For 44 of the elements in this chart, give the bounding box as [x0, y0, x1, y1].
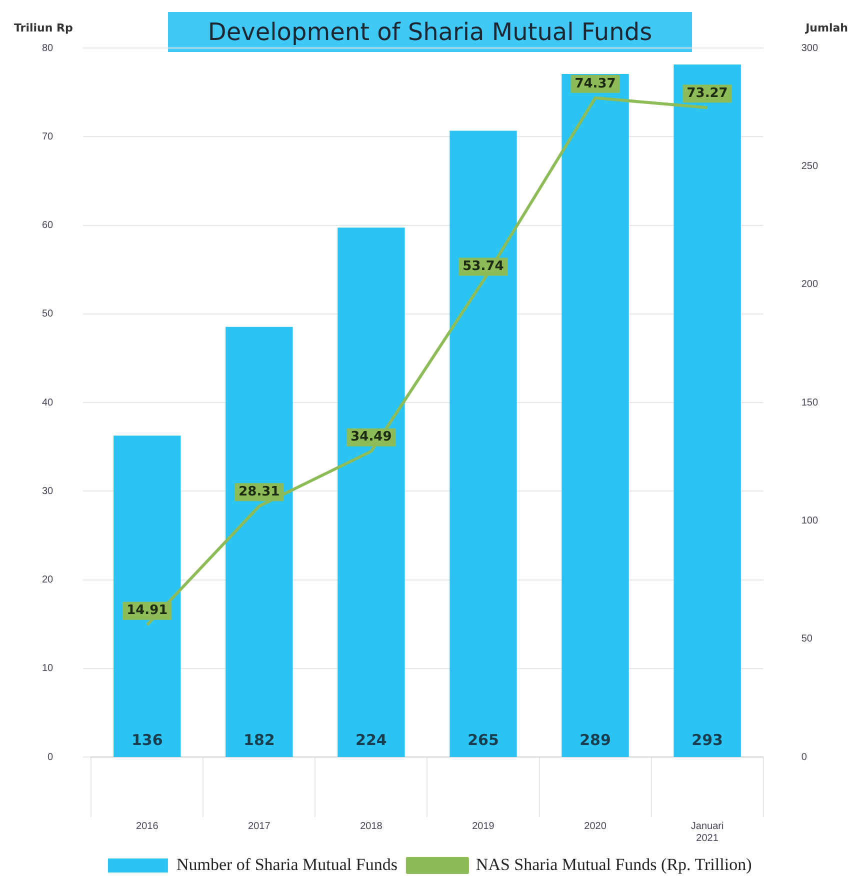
- y2-tick-label: 100: [801, 515, 818, 526]
- y-tick-label: 10: [42, 663, 54, 674]
- y2-tick-label: 0: [801, 752, 808, 763]
- y2-tick-label: 250: [801, 160, 818, 172]
- y-tick-label: 80: [42, 42, 54, 54]
- x-tick-label: 2018: [360, 820, 383, 832]
- x-tick-label: Januari 2021: [690, 820, 724, 844]
- y-tick-label: 0: [48, 752, 54, 763]
- y-tick-label: 50: [42, 308, 54, 320]
- bar: [226, 326, 293, 757]
- y-tick-label: 40: [42, 397, 54, 408]
- bar: [674, 64, 741, 757]
- data-label: 53.74: [462, 259, 504, 274]
- data-label: 34.49: [350, 430, 392, 445]
- x-tick-label: 2019: [472, 820, 495, 832]
- data-label: 73.27: [686, 86, 728, 102]
- bar: [450, 130, 517, 757]
- y-tick-label: 60: [42, 220, 54, 231]
- y2-tick-label: 50: [801, 634, 813, 645]
- data-label: 293: [692, 730, 723, 749]
- y2-axis-title: Jumlah: [804, 21, 848, 34]
- y-tick-label: 30: [42, 486, 54, 497]
- y2-tick-label: 200: [801, 279, 818, 290]
- y-tick-label: 70: [42, 131, 54, 142]
- data-label: 14.91: [126, 603, 168, 618]
- bar: [114, 436, 181, 757]
- y2-tick-label: 300: [801, 42, 818, 54]
- data-label: 74.37: [574, 76, 616, 92]
- data-label: 224: [356, 730, 387, 749]
- x-tick-label: 2017: [248, 820, 271, 832]
- legend-label: NAS Sharia Mutual Funds (Rp. Trillion): [476, 854, 752, 874]
- data-label: 289: [580, 730, 611, 749]
- data-label: 265: [468, 730, 499, 749]
- bar: [338, 228, 405, 757]
- legend-label: Number of Sharia Mutual Funds: [176, 854, 398, 874]
- bar: [562, 74, 629, 757]
- y-axis-title: Triliun Rp: [14, 21, 73, 34]
- data-label: 136: [131, 730, 163, 749]
- data-label: 182: [244, 730, 275, 749]
- data-label: 28.31: [238, 484, 280, 500]
- y2-tick-label: 150: [801, 397, 818, 408]
- y-tick-label: 20: [42, 574, 54, 586]
- x-tick-label: 2020: [584, 820, 607, 832]
- x-tick-label: 2016: [136, 820, 159, 832]
